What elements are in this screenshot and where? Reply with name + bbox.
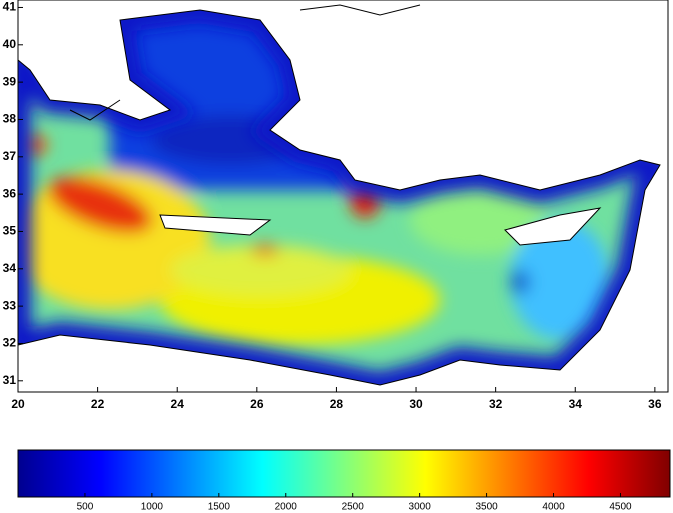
x-tick-label: 22 [91,397,105,411]
x-tick-label: 32 [489,397,503,411]
x-tick-label: 34 [569,397,583,411]
y-tick-label: 41 [3,0,17,14]
colorbar-tick-label: 1500 [208,502,231,513]
colorbar-tick-label: 2500 [342,502,365,513]
y-tick-label: 38 [3,112,17,126]
colorbar-tick-label: 4000 [542,502,565,513]
y-tick-label: 31 [3,373,17,387]
colorbar-group: 500 1000 1500 2000 2500 3000 3500 4000 4500 [17,449,671,513]
y-tick-label: 32 [3,336,17,350]
x-tick-label: 20 [11,397,25,411]
y-tick-label: 39 [3,74,17,88]
colorbar [17,449,671,498]
colorbar-tick-label: 1000 [141,502,164,513]
map [18,0,668,392]
y-tick-label: 34 [3,261,17,275]
x-tick-label: 28 [330,397,344,411]
y-tick-label: 36 [3,186,17,200]
colorbar-tick-label: 500 [77,502,94,513]
colorbar-tick-label: 3000 [409,502,432,513]
plot-frame [17,0,669,393]
y-tick-label: 35 [3,224,17,238]
x-tick-label: 30 [409,397,423,411]
colorbar-tick-label: 4500 [609,502,632,513]
x-tick-label: 24 [171,397,185,411]
land-border [69,4,421,121]
y-tick-label: 33 [3,298,17,312]
y-tick-label: 40 [3,37,17,51]
cyprus [504,207,602,246]
y-tick-label: 37 [3,149,17,163]
colorbar-tick-label: 3500 [475,502,498,513]
x-tick-label: 26 [250,397,264,411]
colorbar-tick-label: 2000 [275,502,298,513]
crete [159,214,272,236]
x-tick-label: 36 [648,397,662,411]
